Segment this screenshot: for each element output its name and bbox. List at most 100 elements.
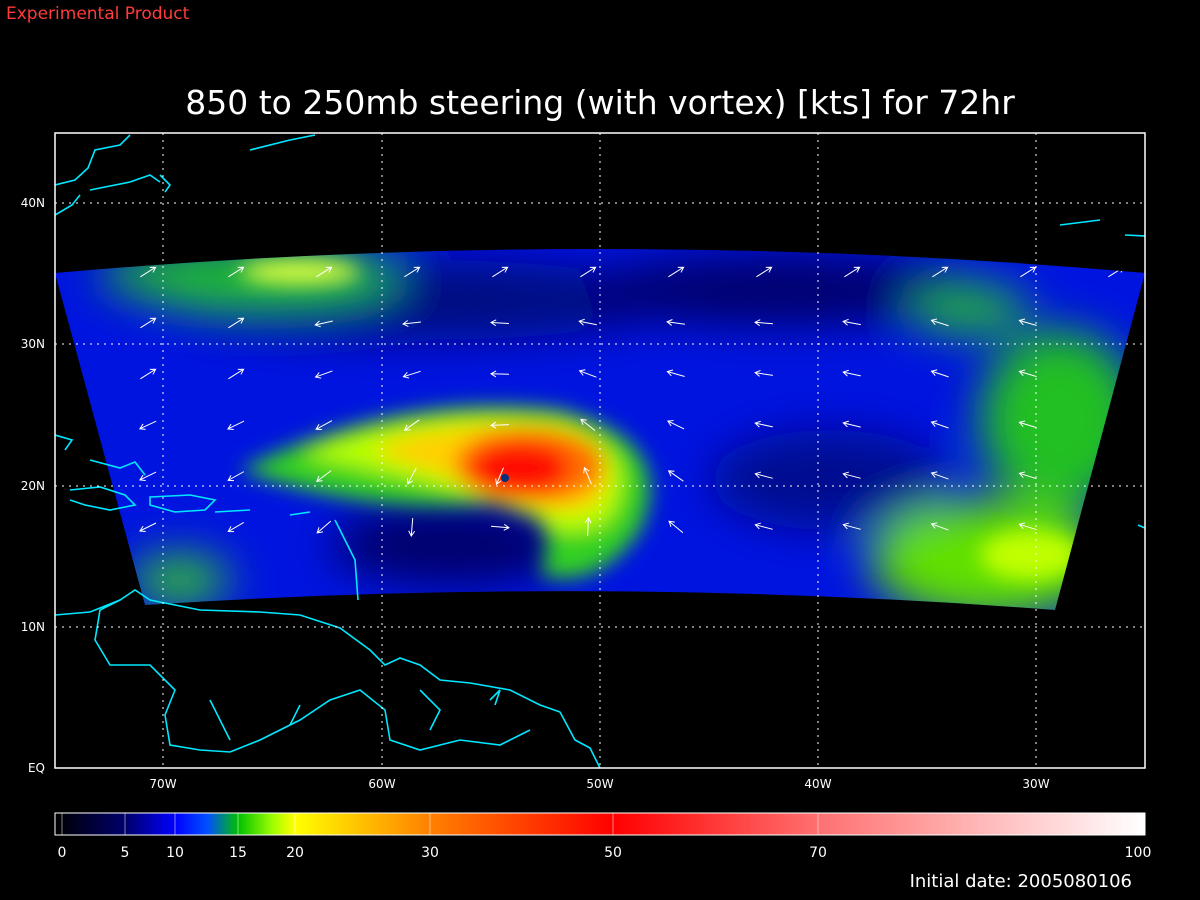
wind-arrow-shape [754,522,773,530]
wind-arrow [578,318,597,326]
colorbar-tick-label: 20 [286,845,304,861]
wind-arrow [1018,420,1037,429]
wind-arrow-shape [754,369,773,377]
wind-arrow-shape [140,317,157,329]
wind-arrow-shape [403,419,420,431]
wind-arrow-shape [1018,420,1037,429]
wind-arrow [316,470,332,482]
wind-arrow-shape [315,420,333,431]
colorbar-tick-label: 5 [121,845,130,861]
wind-arrow-shape [492,266,509,278]
wind-arrow-shape [842,420,861,428]
wind-arrow [402,370,421,379]
wind-arrow [139,522,157,532]
wind-arrow [402,320,421,327]
wind-arrow-shape [228,266,245,278]
wind-arrow [842,420,861,428]
wind-arrow-shape [1018,318,1037,327]
wind-arrow [754,420,773,428]
wind-arrow-shape [139,471,157,481]
colorbar-tick-label: 50 [604,845,622,861]
wind-arrow-shape [227,522,245,533]
wind-arrow-shape [668,520,684,534]
colorbar-tick-label: 10 [166,845,184,861]
lat-label: 30N [21,337,45,351]
wind-arrow [316,266,333,278]
wind-arrow [1018,369,1037,378]
wind-arrow-shape [930,420,949,429]
wind-arrow-shape [930,318,949,327]
wind-arrow [580,266,597,278]
wind-arrow [492,266,509,278]
wind-arrow [842,522,861,530]
wind-arrow-shape [314,370,333,379]
wind-arrow-shape [495,467,504,486]
wind-arrow-shape [408,517,416,537]
wind-arrow-shape [402,370,421,379]
wind-arrow-shape [584,517,592,537]
wind-arrow-shape [140,368,157,380]
wind-arrow [754,319,774,327]
map-frame [54,132,1146,769]
wind-arrow [583,466,592,485]
wind-arrow [930,522,949,531]
wind-arrow [668,520,684,534]
product-label: Experimental Product [6,4,190,24]
wind-arrow [930,471,949,480]
colorbar-tick-label: 100 [1125,845,1152,861]
wind-arrow-shape [930,369,949,378]
wind-arrow-shape [754,471,773,479]
colorbar-tick-label: 70 [809,845,827,861]
wind-arrow [666,369,685,377]
wind-arrow-shape [490,421,510,429]
wind-arrow-shape [667,470,684,482]
wind-arrow [490,319,510,327]
wind-arrow [584,517,592,537]
initial-date: Initial date: 2005080106 [910,871,1132,892]
colorbar-tick-label: 30 [421,845,439,861]
wind-arrow [754,522,773,530]
wind-arrow [495,467,504,486]
wind-arrow-shape [842,471,861,479]
wind-arrow-shape [666,369,685,377]
wind-arrow [754,369,773,377]
wind-arrow [315,420,333,431]
wind-arrow [228,368,245,380]
wind-arrow [930,369,949,378]
wind-arrow-shape [314,320,333,328]
lon-label: 70W [149,777,176,791]
wind-arrow-shape [930,522,949,531]
wind-arrow [756,266,773,278]
wind-arrow-shape [316,520,332,534]
wind-arrow [668,266,685,278]
wind-arrow [1018,318,1037,327]
wind-arrow [227,420,245,430]
wind-arrow [140,368,157,380]
wind-arrow [316,520,332,534]
wind-arrow [1018,471,1037,480]
wind-arrow-shape [756,266,773,278]
wind-arrow-shape [754,420,773,428]
wind-arrow [578,369,597,378]
wind-arrow [408,517,416,537]
wind-arrow-shape [668,266,685,278]
wind-arrow [842,471,861,479]
wind-arrow [140,266,157,278]
wind-arrow-shape [139,522,157,532]
wind-arrow [580,418,596,431]
wind-arrow [314,370,333,379]
wind-arrow-shape [228,368,245,380]
wind-arrow [1018,522,1037,531]
wind-arrow-shape [490,523,510,531]
lon-label: 50W [586,777,613,791]
wind-arrow [930,420,949,429]
wind-arrow-shape [228,317,245,329]
wind-arrow-shape [138,420,157,430]
wind-arrow-shape [140,266,157,278]
wind-arrow [140,317,157,329]
wind-arrow [930,318,949,327]
wind-arrow-shape [404,266,421,278]
wind-arrow [754,471,773,479]
wind-arrow-shape [1018,471,1037,480]
wind-arrow [844,266,861,278]
